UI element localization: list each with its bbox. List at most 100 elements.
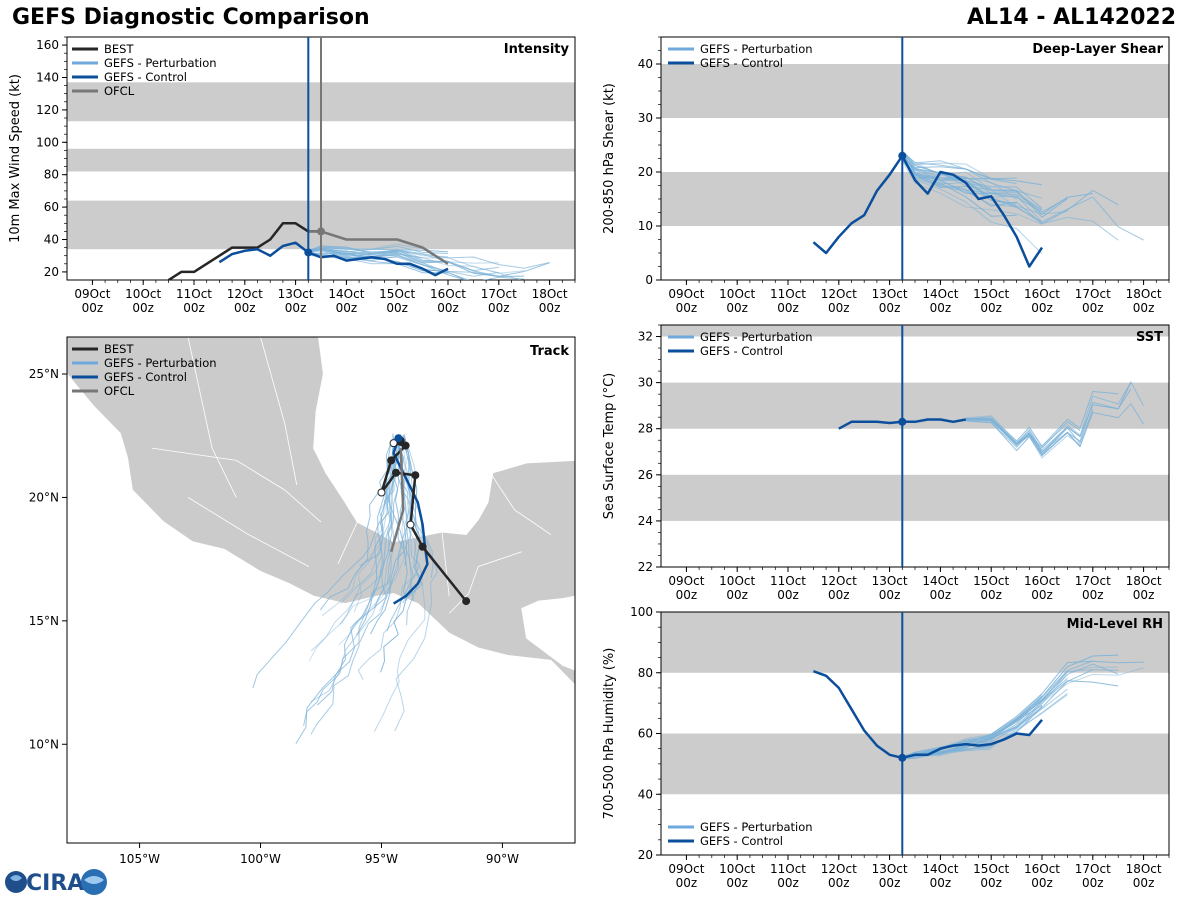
rh-perturbation-line (902, 663, 1119, 758)
rh-xtick-day: 18Oct (1126, 862, 1162, 876)
shear-perturbation-line (901, 156, 1093, 215)
shear-xtick-day: 12Oct (821, 287, 857, 301)
shear-xtick-day: 18Oct (1126, 287, 1162, 301)
sst-ylabel: Sea Surface Temp (°C) (602, 373, 617, 520)
track-ofcl-line (389, 448, 405, 553)
track-panel: 105°W 100°W 95°W 90°W 25°N 20°N 15°N 10°N Track B… (29, 336, 576, 866)
rh-xtick-hour: 00z (1031, 876, 1053, 890)
sst-xtick-day: 18Oct (1126, 574, 1162, 588)
shear-init-marker (898, 151, 907, 160)
rh-perturbation-line (902, 667, 1144, 759)
intensity-ytick-label: 100 (36, 135, 59, 149)
shear-ytick-label: 10 (638, 219, 653, 233)
rh-xtick-day: 15Oct (973, 862, 1009, 876)
intensity-xtick-hour: 00z (539, 301, 561, 315)
sst-perturbation-line (965, 415, 1081, 447)
shear-legend-label: GEFS - Perturbation (700, 42, 813, 56)
intensity-title: Intensity (504, 42, 570, 57)
shear-xtick-hour: 00z (676, 301, 698, 315)
rh-xtick-hour: 00z (777, 876, 799, 890)
shear-perturbation-line (901, 157, 1144, 241)
sst-panel: 22242628303209Oct00z10Oct00z11Oct00z12Oc… (602, 324, 1170, 602)
sst-xtick-day: 14Oct (922, 574, 958, 588)
intensity-xtick-hour: 00z (386, 301, 408, 315)
shear-xtick-hour: 00z (726, 301, 748, 315)
intensity-legend-label: OFCL (104, 84, 135, 98)
rh-band (661, 612, 1169, 673)
shear-xtick-day: 17Oct (1075, 287, 1111, 301)
sst-ytick-label: 26 (638, 468, 653, 482)
sst-legend-label: GEFS - Perturbation (700, 330, 813, 344)
shear-xtick-day: 16Oct (1024, 287, 1060, 301)
intensity-xtick-hour: 00z (234, 301, 256, 315)
shear-perturbation-line (901, 160, 1043, 225)
sst-xtick-hour: 00z (1082, 588, 1104, 602)
sst-xtick-hour: 00z (980, 588, 1002, 602)
sst-xtick-day: 17Oct (1075, 574, 1111, 588)
sst-title: SST (1136, 330, 1163, 345)
intensity-ylabel: 10m Max Wind Speed (kt) (8, 74, 23, 243)
rh-xtick-day: 17Oct (1075, 862, 1111, 876)
track-legend-label: GEFS - Perturbation (104, 356, 217, 370)
track-perturbation-line (310, 435, 394, 735)
track-xtick-label: 100°W (240, 852, 281, 866)
intensity-ytick-label: 140 (36, 71, 59, 85)
track-ytick-label: 25°N (29, 367, 59, 381)
sst-ytick-label: 30 (638, 376, 653, 390)
track-best-point (401, 441, 410, 450)
rh-init-marker (898, 753, 907, 762)
track-state-border (489, 472, 552, 535)
sst-xtick-hour: 00z (879, 588, 901, 602)
track-state-border (260, 337, 298, 486)
sst-xtick-hour: 00z (777, 588, 799, 602)
track-state-border (448, 551, 522, 614)
track-best-point (406, 520, 415, 529)
intensity-xtick-day: 15Oct (379, 287, 415, 301)
intensity-xtick-hour: 00z (183, 301, 205, 315)
shear-perturbation-line (901, 158, 1017, 217)
rh-xtick-day: 14Oct (922, 862, 958, 876)
track-control-line (392, 437, 429, 605)
intensity-ytick-label: 160 (36, 38, 59, 52)
intensity-perturbation-line (308, 249, 499, 277)
intensity-perturbation-line (308, 245, 550, 277)
shear-perturbation-line (901, 151, 1068, 215)
rh-xtick-hour: 00z (828, 876, 850, 890)
sst-perturbation-line (965, 418, 1043, 451)
intensity-ytick-label: 120 (36, 103, 59, 117)
shear-xtick-hour: 00z (980, 301, 1002, 315)
sst-xtick-day: 10Oct (719, 574, 755, 588)
rh-ytick-label: 20 (638, 848, 653, 862)
shear-perturbation-line (901, 152, 1017, 200)
track-ytick-label: 15°N (29, 614, 59, 628)
intensity-ytick-label: 80 (44, 168, 59, 182)
shear-ylabel: 200-850 hPa Shear (kt) (602, 83, 617, 234)
track-xtick-label: 90°W (486, 852, 519, 866)
track-best-point (462, 597, 471, 606)
rh-control-line (812, 670, 1043, 760)
globe-icon (5, 871, 27, 893)
track-best-point (377, 488, 386, 497)
track-state-border (187, 337, 237, 498)
sst-ytick-label: 22 (638, 560, 653, 574)
shear-ytick-label: 0 (645, 273, 653, 287)
sst-xtick-hour: 00z (828, 588, 850, 602)
rh-xtick-day: 12Oct (821, 862, 857, 876)
rh-xtick-day: 11Oct (770, 862, 806, 876)
shear-xtick-day: 15Oct (973, 287, 1009, 301)
track-frame (66, 336, 576, 844)
shear-perturbation-line (901, 156, 1119, 241)
shear-perturbation-line (901, 154, 1043, 211)
rh-xtick-hour: 00z (879, 876, 901, 890)
intensity-xtick-hour: 00z (285, 301, 307, 315)
rh-xtick-hour: 00z (930, 876, 952, 890)
storm-id: AL14 - AL142022 (967, 5, 1176, 30)
shear-control-line (812, 154, 1044, 268)
shear-xtick-hour: 00z (1031, 301, 1053, 315)
intensity-legend-label: BEST (104, 42, 134, 56)
sst-ytick-label: 32 (638, 330, 653, 344)
track-perturbation-line (338, 438, 408, 646)
sst-band (661, 325, 1169, 337)
shear-xtick-hour: 00z (879, 301, 901, 315)
